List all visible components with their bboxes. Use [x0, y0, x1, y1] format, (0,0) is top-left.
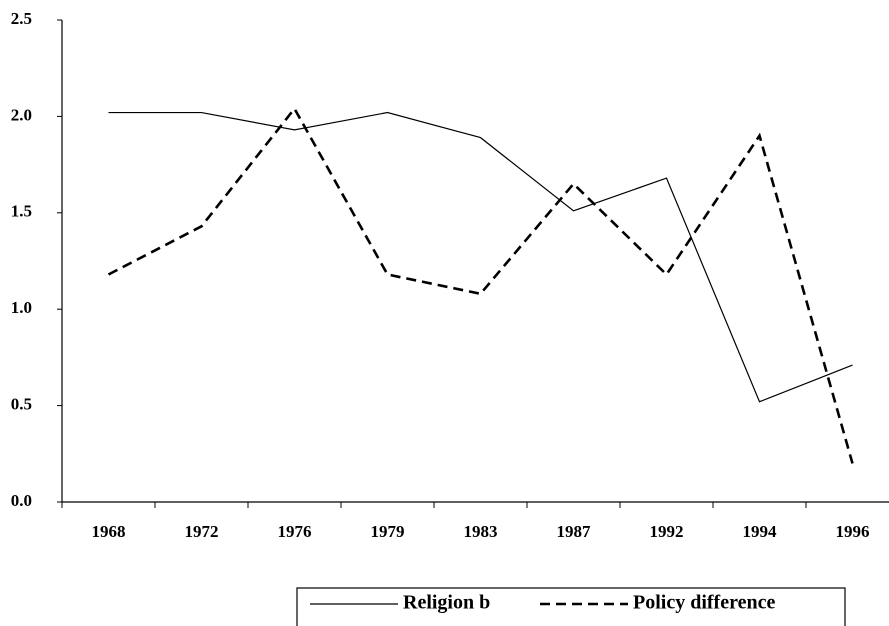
x-tick-label: 1987 [557, 522, 592, 541]
y-tick-label: 1.5 [11, 202, 32, 221]
x-tick-label: 1979 [371, 522, 405, 541]
x-tick-label: 1976 [278, 522, 312, 541]
x-tick-label: 1972 [185, 522, 219, 541]
y-tick-label: 2.0 [11, 105, 32, 124]
line-series [108, 111, 853, 403]
y-tick-label: 0.0 [11, 491, 32, 510]
y-tick-label: 2.5 [11, 9, 32, 28]
y-tick-label: 0.5 [11, 395, 32, 414]
line-series [107, 106, 854, 464]
legend-box [296, 587, 846, 626]
x-tick-label: 1968 [92, 522, 126, 541]
y-tick-label: 1.0 [11, 298, 32, 317]
x-tick-label: 1983 [464, 522, 498, 541]
x-tick-label: 1994 [743, 522, 778, 541]
x-tick-label: 1992 [650, 522, 684, 541]
x-tick-label: 1996 [836, 522, 870, 541]
legend-label: Religion b [403, 592, 490, 614]
legend-label: Policy difference [633, 592, 775, 614]
